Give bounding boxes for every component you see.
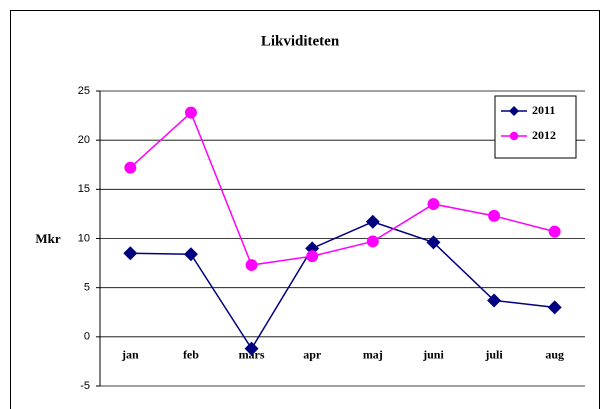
point	[123, 246, 138, 261]
point	[183, 247, 198, 262]
y-tick-label: 25	[78, 85, 90, 97]
x-tick-label: feb	[183, 348, 199, 362]
point	[509, 106, 519, 116]
legend-box	[494, 95, 577, 159]
y-tick-label: 5	[84, 282, 90, 294]
y-tick-label: 0	[84, 331, 90, 343]
x-tick-label: maj	[363, 348, 383, 362]
y-tick-label: 20	[78, 134, 90, 146]
x-tick-label: juli	[484, 348, 503, 362]
legend: 2011 2012	[494, 95, 577, 159]
point	[245, 259, 258, 271]
y-axis-label: Mkr	[35, 231, 61, 246]
legend-label: 2012	[532, 128, 556, 142]
point	[184, 106, 197, 119]
legend-label: 2011	[532, 103, 555, 117]
point	[487, 293, 502, 308]
point	[426, 235, 441, 250]
point	[547, 300, 562, 315]
y-tick-label: 10	[78, 232, 90, 244]
point	[548, 225, 561, 238]
y-tick-label: 15	[78, 183, 90, 195]
point	[306, 250, 319, 263]
series-line	[129, 111, 555, 266]
point	[365, 214, 380, 229]
point	[427, 198, 440, 211]
x-tick-label: aug	[545, 348, 564, 362]
point	[244, 341, 259, 356]
point	[366, 235, 379, 248]
point	[124, 161, 137, 174]
chart-border	[10, 10, 600, 409]
point	[488, 209, 501, 222]
series-line	[130, 220, 555, 351]
x-tick-label: apr	[303, 348, 322, 362]
chart-title: Likviditeten	[261, 33, 340, 49]
y-tick-label: -5	[80, 380, 90, 392]
x-tick-label: jan	[121, 348, 139, 362]
x-tick-label: juni	[422, 348, 444, 362]
point	[509, 131, 519, 141]
